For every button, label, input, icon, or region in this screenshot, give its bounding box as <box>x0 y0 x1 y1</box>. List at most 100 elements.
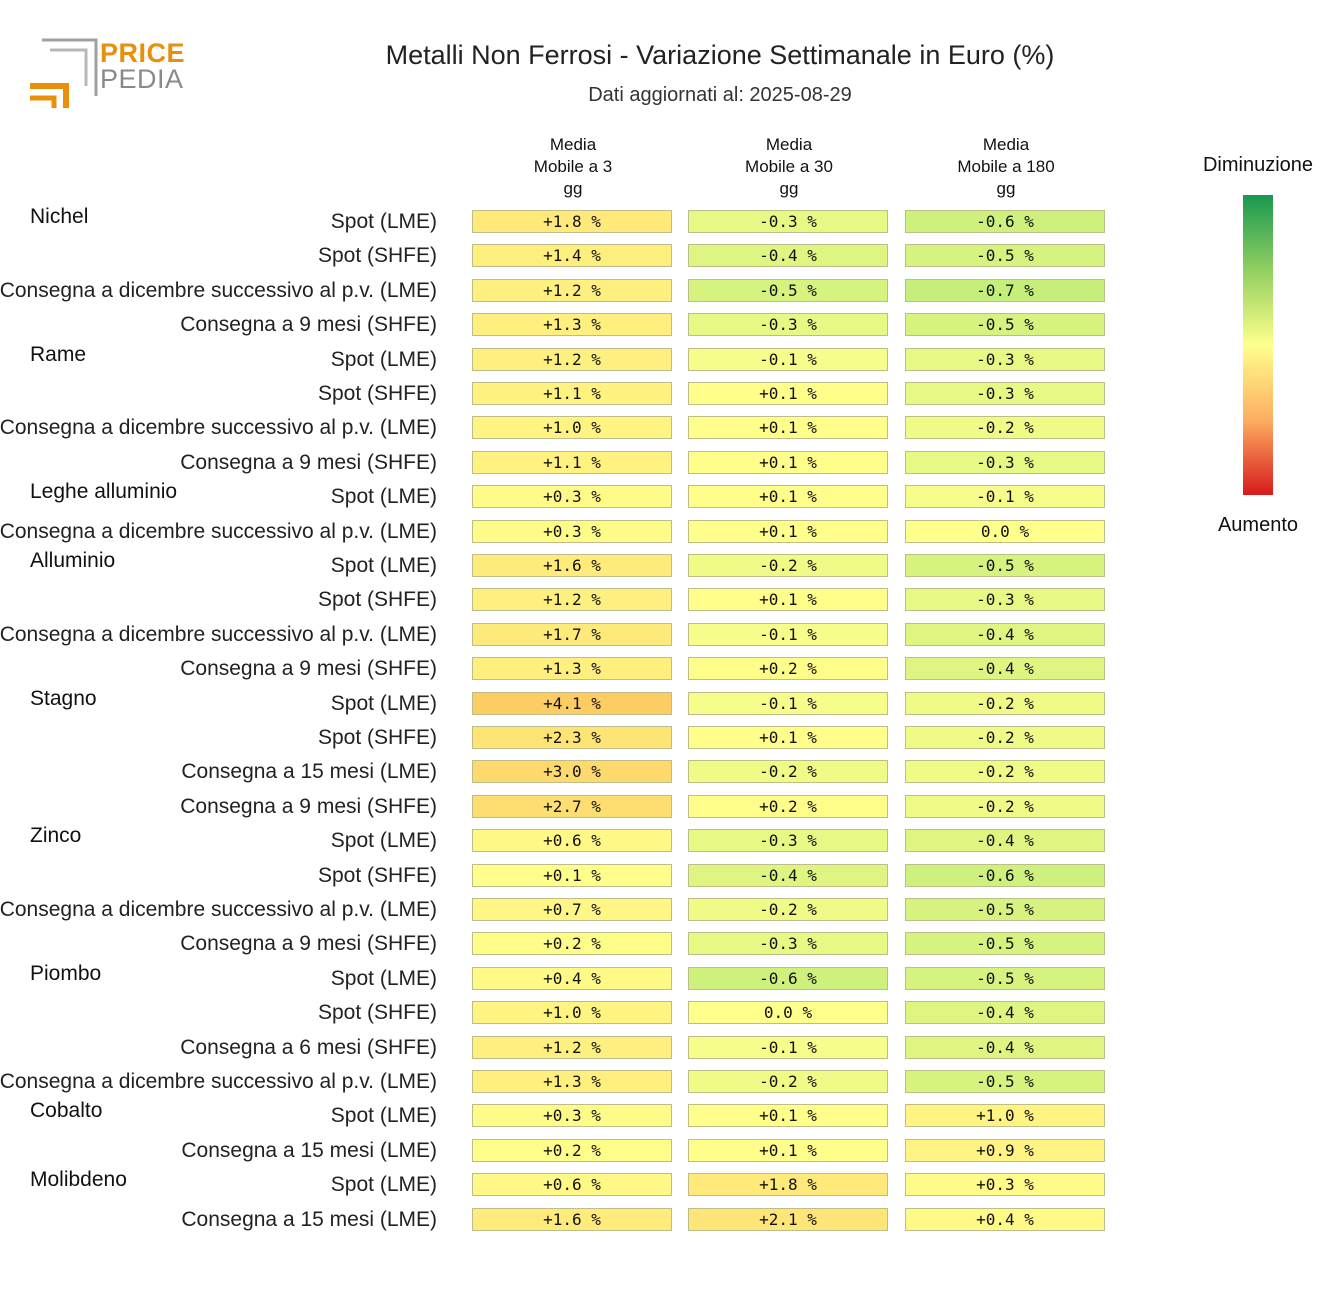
heatmap-cell: -0.6 % <box>905 863 1105 887</box>
heatmap-cell: +0.4 % <box>472 966 672 990</box>
heatmap-cell: -0.3 % <box>688 829 888 853</box>
row-label: Consegna a 9 mesi (SHFE) <box>180 450 437 474</box>
heatmap-cell: -0.5 % <box>905 898 1105 921</box>
heatmap-cell: -0.3 % <box>688 932 888 956</box>
heatmap-cell: -0.2 % <box>905 416 1105 440</box>
heatmap-cell: -0.5 % <box>688 278 888 302</box>
heatmap-cell: +0.3 % <box>905 1173 1105 1197</box>
chart-title: Metalli Non Ferrosi - Variazione Settima… <box>385 40 1055 70</box>
heatmap-cell: -0.7 % <box>905 278 1105 302</box>
heatmap-cell: +0.1 % <box>688 1138 888 1162</box>
metal-group-label: Alluminio <box>30 549 116 572</box>
heatmap-cell: +4.1 % <box>472 691 672 715</box>
heatmap-cell: -0.4 % <box>688 863 888 887</box>
row-label: Consegna a 9 mesi (SHFE) <box>180 313 437 337</box>
heatmap-cell: -0.1 % <box>688 347 888 371</box>
row-label: Consegna a 15 mesi (LME) <box>181 1207 437 1231</box>
heatmap-cell: -0.1 % <box>688 622 888 646</box>
heatmap-cell: +2.7 % <box>472 794 672 818</box>
heatmap-cell: -0.1 % <box>688 1035 888 1059</box>
heatmap-cell: +1.2 % <box>472 278 672 302</box>
row-label: Spot (SHFE) <box>317 382 437 405</box>
heatmap-cell: -0.2 % <box>688 554 888 577</box>
row-label: Spot (SHFE) <box>317 726 437 749</box>
row-label: Spot (LME) <box>330 966 437 990</box>
column-header-line: Media <box>765 135 813 154</box>
heatmap-cell: +2.1 % <box>688 1207 888 1231</box>
heatmap-cell: +0.1 % <box>688 1104 888 1128</box>
logo-word-price: PRICE <box>100 38 186 68</box>
heatmap-cell: -0.3 % <box>688 210 888 233</box>
row-label: Consegna a 15 mesi (LME) <box>181 1138 437 1162</box>
heatmap-cell: +0.7 % <box>472 898 672 921</box>
column-header-line: gg <box>779 179 799 198</box>
heatmap-cell: +1.3 % <box>472 313 672 337</box>
heatmap-cell: +0.1 % <box>688 519 888 543</box>
heatmap-cell: -0.2 % <box>688 1070 888 1093</box>
row-label: Spot (SHFE) <box>317 244 437 268</box>
metal-group-label: Piombo <box>30 961 102 985</box>
heatmap-cell: -0.5 % <box>905 1070 1105 1093</box>
heatmap-cell: +1.0 % <box>472 1001 672 1025</box>
row-label: Spot (LME) <box>330 829 437 853</box>
heatmap-cell: +0.2 % <box>688 657 888 681</box>
heatmap-cell: +1.1 % <box>472 450 672 474</box>
heatmap-cell: +1.1 % <box>472 382 672 405</box>
row-label: Spot (SHFE) <box>317 588 437 612</box>
heatmap-cell: +0.1 % <box>688 450 888 474</box>
heatmap-cell: +0.9 % <box>905 1138 1105 1162</box>
heatmap-cell: +0.1 % <box>688 588 888 612</box>
heatmap-cell: +1.8 % <box>688 1173 888 1197</box>
heatmap-cell: -0.6 % <box>688 966 888 990</box>
heatmap-cell: +1.7 % <box>472 622 672 646</box>
heatmap-cell: -0.2 % <box>905 760 1105 784</box>
row-label: Spot (SHFE) <box>317 1001 437 1025</box>
heatmap-cell: +0.2 % <box>688 794 888 818</box>
heatmap-cell: -0.4 % <box>905 829 1105 853</box>
heatmap-cell: +0.3 % <box>472 1104 672 1128</box>
heatmap-cell: +1.2 % <box>472 588 672 612</box>
chart-subtitle: Dati aggiornati al: 2025-08-29 <box>588 84 852 106</box>
column-header: Media Mobile a 30 gg <box>688 134 890 200</box>
heatmap-cell: +0.1 % <box>688 416 888 440</box>
heatmap-cell: +0.1 % <box>688 726 888 749</box>
metal-group-label: Leghe alluminio <box>30 480 178 504</box>
heatmap-cell: +3.0 % <box>472 760 672 784</box>
row-label: Consegna a 6 mesi (SHFE) <box>180 1035 437 1059</box>
logo-word-pedia: PEDIA <box>100 64 184 94</box>
pricepedia-logo: PRICE PEDIA <box>28 38 188 110</box>
column-header-line: Mobile a 30 <box>745 157 833 176</box>
heatmap-cell: -0.4 % <box>905 622 1105 646</box>
row-label: Spot (LME) <box>330 210 437 233</box>
metal-group-label: Molibdeno <box>30 1168 127 1192</box>
heatmap-cell: 0.0 % <box>905 519 1105 543</box>
heatmap-cell: -0.5 % <box>905 554 1105 577</box>
row-label: Consegna a 15 mesi (LME) <box>181 760 437 784</box>
column-header-line: gg <box>563 179 583 198</box>
heatmap-cell: +0.1 % <box>688 485 888 509</box>
heatmap-cell: -0.2 % <box>905 691 1105 715</box>
row-label: Consegna a dicembre successivo al p.v. (… <box>0 1070 437 1093</box>
row-label: Spot (LME) <box>330 554 437 577</box>
column-header-line: Media <box>549 135 597 154</box>
heatmap-cell: +0.6 % <box>472 1173 672 1197</box>
heatmap-cell: -0.4 % <box>905 657 1105 681</box>
column-header: Media Mobile a 3 gg <box>472 134 674 200</box>
heatmap-cell: +1.4 % <box>472 244 672 268</box>
heatmap-cell: +1.0 % <box>472 416 672 440</box>
row-label: Spot (LME) <box>330 347 437 371</box>
row-label: Spot (LME) <box>330 1104 437 1128</box>
heatmap-cell: -0.3 % <box>905 450 1105 474</box>
heatmap-cell: +0.1 % <box>688 382 888 405</box>
metal-group-label: Zinco <box>30 824 82 848</box>
heatmap-cell: +1.2 % <box>472 347 672 371</box>
row-label: Consegna a 9 mesi (SHFE) <box>180 794 437 818</box>
row-label: Consegna a dicembre successivo al p.v. (… <box>0 898 437 921</box>
metal-group-label: Cobalto <box>30 1099 103 1123</box>
legend-label-top: Diminuzione <box>1202 154 1314 176</box>
heatmap-cell: -0.4 % <box>905 1001 1105 1025</box>
heatmap-cell: -0.1 % <box>905 485 1105 509</box>
heatmap-cell: +0.6 % <box>472 829 672 853</box>
heatmap-cell: +1.3 % <box>472 657 672 681</box>
heatmap-cell: -0.1 % <box>688 691 888 715</box>
